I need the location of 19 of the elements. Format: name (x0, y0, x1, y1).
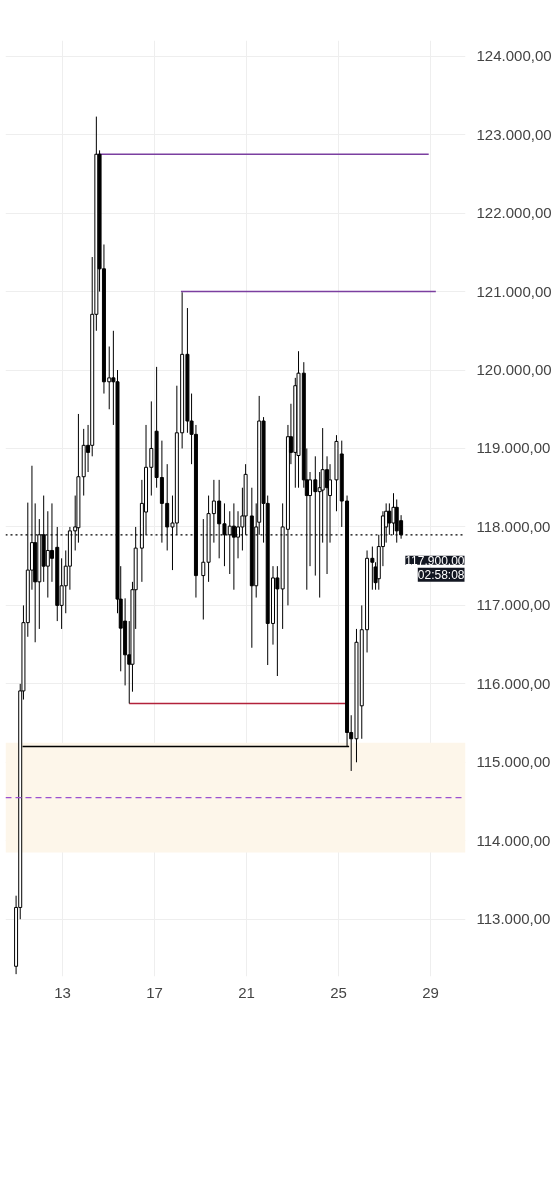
x-tick-label: 13 (54, 983, 71, 1001)
y-tick-label: 114.000,00 (476, 831, 551, 849)
y-tick-label: 120.000,00 (476, 361, 552, 379)
y-tick-label: 122.000,00 (476, 204, 552, 222)
y-tick-label: 123.000,00 (476, 125, 552, 143)
y-tick-label: 124.000,00 (476, 47, 552, 65)
y-tick-label: 119.000,00 (476, 439, 551, 457)
y-tick-label: 118.000,00 (476, 517, 551, 535)
y-tick-label: 117.000,00 (476, 596, 551, 614)
y-tick-label: 113.000,00 (476, 910, 551, 928)
x-tick-label: 29 (422, 983, 439, 1001)
x-tick-label: 17 (146, 983, 163, 1001)
ref-line-label: 117.900,00 (405, 553, 465, 568)
y-tick-label: 121.000,00 (476, 282, 552, 300)
y-tick-label: 115.000,00 (476, 753, 551, 771)
x-tick-label: 25 (330, 983, 347, 1001)
x-tick-label: 21 (238, 983, 255, 1001)
y-tick-label: 116.000,00 (476, 674, 551, 692)
annotation: 02:58:08 (417, 567, 465, 582)
